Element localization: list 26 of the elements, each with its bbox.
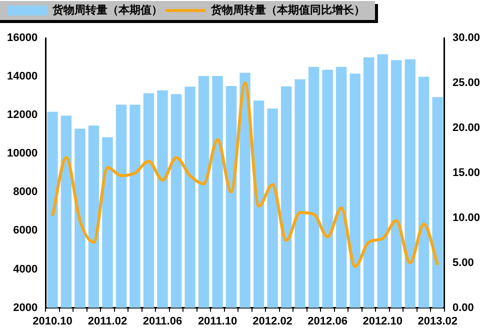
y-tick-label: 10000 — [6, 148, 38, 160]
x-tick-label: 2012.10 — [362, 315, 402, 328]
x-tick-label: 2013.02 — [418, 315, 458, 328]
y-tick-label: 4000 — [13, 263, 38, 276]
x-tick-label: 2012.02 — [252, 315, 292, 328]
y-tick-label: 12000 — [6, 109, 38, 122]
y2-tick-label: 0.00 — [452, 302, 474, 314]
x-tick-label: 2010.10 — [32, 315, 72, 328]
y-tick-label: 6000 — [13, 224, 38, 237]
y-tick-label: 2000 — [13, 302, 38, 314]
y-tick-label: 14000 — [6, 70, 38, 83]
y2-tick-label: 15.00 — [452, 166, 480, 179]
legend-label: 货物周转量（本期值） — [52, 4, 162, 17]
x-tick-label: 2012.06 — [308, 315, 348, 328]
y-tick-label: 16000 — [6, 32, 38, 44]
x-tick-label: 2011.06 — [142, 315, 182, 328]
y-tick-label: 8000 — [13, 186, 38, 198]
y2-tick-label: 25.00 — [452, 77, 480, 89]
x-tick-label: 2011.10 — [198, 315, 238, 328]
x-tick-label: 2011.02 — [88, 315, 128, 328]
legend-label: 货物周转量（本期值同比增长） — [210, 4, 365, 17]
y2-tick-label: 30.00 — [452, 32, 480, 44]
y2-tick-label: 10.00 — [452, 212, 480, 224]
line-series — [50, 81, 440, 268]
y2-tick-label: 5.00 — [452, 256, 474, 269]
y2-tick-label: 20.00 — [452, 122, 480, 134]
